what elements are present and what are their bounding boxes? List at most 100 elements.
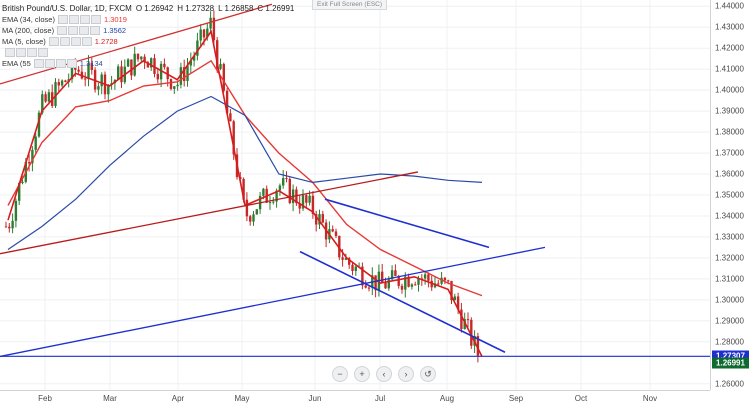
candle-body <box>275 190 278 202</box>
candle-body <box>414 284 417 286</box>
eye-icon[interactable] <box>57 15 68 24</box>
time-axis[interactable]: Feb Mar Apr May Jun Jul Aug Sep Oct Nov <box>0 390 710 408</box>
candle-body <box>136 53 140 60</box>
candle-body <box>107 84 110 95</box>
legend: British Pound/U.S. Dollar, 1D, FXCM O 1.… <box>2 3 294 69</box>
candle-body <box>397 275 400 286</box>
eye-icon[interactable] <box>48 37 59 46</box>
candle-body <box>209 17 212 29</box>
indicator-label: EMA (55 <box>2 59 31 68</box>
candle-body <box>315 214 318 225</box>
exit-fullscreen-button[interactable]: Exit Full Screen (ESC) <box>312 0 388 10</box>
candle-body <box>4 226 8 228</box>
reset-chart-button[interactable]: ↺ <box>420 366 436 382</box>
indicator-row-ema34[interactable]: EMA (34, close) 1.3019 <box>2 14 294 25</box>
candle-body <box>351 264 354 271</box>
indicator-row-ema55[interactable]: EMA (55 1.3134 <box>2 58 294 69</box>
gear-icon[interactable] <box>68 26 79 35</box>
indicator-buttons[interactable] <box>57 26 101 35</box>
candle-body <box>400 285 404 290</box>
zoom-in-button[interactable]: + <box>354 366 370 382</box>
scroll-right-button[interactable]: › <box>398 366 414 382</box>
trendline-long-blue <box>0 246 546 358</box>
price-axis[interactable]: 1.44000 1.43000 1.42000 1.41000 1.40000 1.390… <box>710 0 749 390</box>
price-tick-label: 1.29000 <box>715 316 744 326</box>
candle-body <box>70 61 74 80</box>
gear-icon[interactable] <box>16 48 26 57</box>
candle-body <box>41 94 44 113</box>
zoom-out-button[interactable]: − <box>332 366 348 382</box>
indicator-row-ma200[interactable]: MA (200, close) 1.3562 <box>2 25 294 36</box>
candle-body <box>417 278 420 285</box>
candle-body <box>232 121 235 155</box>
indicator-row-ma5[interactable]: MA (5, close) 1.2728 <box>2 36 294 47</box>
time-tick-label: Mar <box>103 394 117 403</box>
candle-body <box>407 276 410 287</box>
close-icon[interactable] <box>79 26 90 35</box>
indicator-buttons[interactable] <box>5 48 48 57</box>
close-icon[interactable] <box>27 48 37 57</box>
candle-body <box>34 136 37 150</box>
ema34-line <box>7 59 483 297</box>
time-tick-label: Jun <box>308 394 322 403</box>
symbol-header: British Pound/U.S. Dollar, 1D, FXCM O 1.… <box>2 3 294 14</box>
chart-canvas[interactable] <box>0 0 710 390</box>
gear-icon[interactable] <box>59 37 70 46</box>
more-icon[interactable] <box>81 37 92 46</box>
close-icon[interactable] <box>70 37 81 46</box>
candle-body <box>374 275 377 291</box>
indicator-buttons[interactable] <box>57 15 101 24</box>
indicator-buttons[interactable] <box>48 37 92 46</box>
candle-body <box>278 185 282 191</box>
candle-body <box>21 181 24 183</box>
candle-body <box>282 178 285 186</box>
candle-body <box>384 282 387 289</box>
candle-body <box>179 67 183 85</box>
more-icon[interactable] <box>90 15 101 24</box>
close-icon[interactable] <box>55 59 66 68</box>
gear-icon[interactable] <box>68 15 79 24</box>
candle-body <box>288 178 291 204</box>
candle-body <box>90 62 93 70</box>
indicator-buttons[interactable] <box>33 59 77 68</box>
time-tick-label: Oct <box>574 394 588 403</box>
time-tick-label: Apr <box>171 394 185 403</box>
more-icon[interactable] <box>90 26 101 35</box>
candle-body <box>450 280 453 301</box>
candle-body <box>77 69 80 72</box>
time-tick-label: May <box>234 394 250 403</box>
scroll-left-button[interactable]: ‹ <box>376 366 392 382</box>
time-tick-label: Nov <box>642 394 658 403</box>
price-tick-label: 1.36000 <box>715 169 744 179</box>
price-plot[interactable]: British Pound/U.S. Dollar, 1D, FXCM O 1.… <box>0 0 710 390</box>
price-tick-label: 1.30000 <box>715 295 744 305</box>
indicator-label: EMA (34, close) <box>2 15 55 24</box>
candle-body <box>447 280 450 282</box>
candle-body <box>311 195 315 215</box>
candle-body <box>54 82 57 106</box>
candle-body <box>183 67 186 82</box>
candle-body <box>206 28 209 38</box>
eye-icon[interactable] <box>33 59 44 68</box>
candle-body <box>381 271 384 283</box>
candle-body <box>219 64 222 69</box>
candle-body <box>202 29 206 38</box>
more-icon[interactable] <box>66 59 77 68</box>
price-tick-label: 1.41000 <box>715 64 744 74</box>
candle-body <box>394 270 397 276</box>
candle-body <box>173 86 176 89</box>
gear-icon[interactable] <box>44 59 55 68</box>
price-tick-label: 1.33000 <box>715 232 744 242</box>
indicator-row-hidden[interactable] <box>2 47 294 58</box>
candle-body <box>196 40 199 56</box>
more-icon[interactable] <box>38 48 48 57</box>
time-tick-label: Jul <box>374 394 386 403</box>
price-tick-label: 1.34000 <box>715 211 744 221</box>
candle-body <box>298 203 301 209</box>
candle-body <box>262 188 265 196</box>
eye-icon[interactable] <box>57 26 68 35</box>
close-icon[interactable] <box>79 15 90 24</box>
eye-icon[interactable] <box>5 48 15 57</box>
trendline-upper-red <box>0 3 273 85</box>
trendline-lower-red <box>0 171 419 255</box>
